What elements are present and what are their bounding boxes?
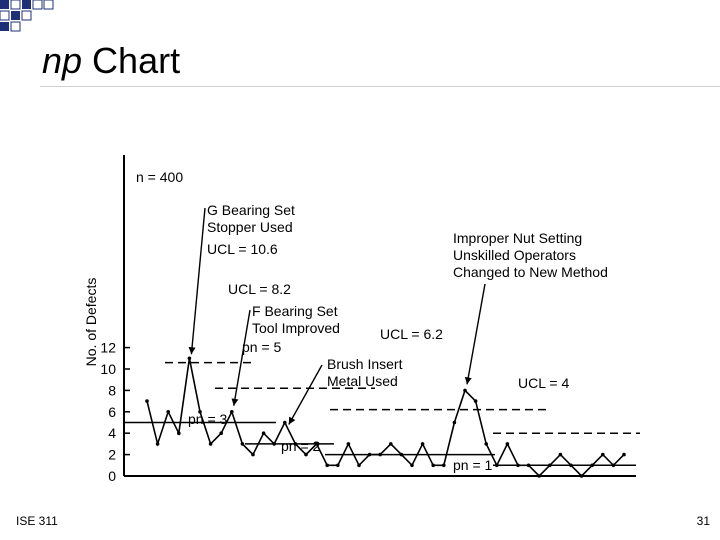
data-point	[569, 463, 573, 468]
corner-decoration	[0, 0, 54, 32]
data-point	[357, 463, 361, 468]
slide-title-rest: Chart	[82, 40, 181, 81]
y-tick-label: 4	[108, 425, 116, 441]
slide-title: np Chart	[42, 40, 180, 82]
center-line-label: pn = 3	[188, 411, 228, 427]
annotation-text: Brush Insert	[327, 356, 403, 372]
data-point	[389, 442, 393, 446]
annotation-arrow	[190, 207, 206, 355]
title-divider	[40, 86, 720, 87]
data-point	[399, 452, 404, 457]
data-point	[198, 410, 202, 414]
data-point	[272, 442, 277, 446]
defects-line	[146, 358, 625, 478]
y-axis-title: No. of Defects	[83, 278, 99, 367]
footer-course: ISE 311	[16, 514, 58, 528]
data-point	[611, 463, 616, 468]
ucl-label: UCL = 4	[518, 375, 569, 391]
annotation-text: Tool Improved	[252, 320, 340, 336]
y-tick-label: 6	[108, 404, 116, 420]
annotation-text: F Bearing Set	[252, 303, 338, 319]
data-point	[537, 474, 541, 478]
data-point	[558, 452, 563, 457]
data-point	[463, 388, 467, 393]
data-point	[378, 452, 383, 457]
annotation-text: Changed to New Method	[453, 264, 608, 280]
data-point	[622, 452, 626, 457]
data-point	[590, 463, 594, 468]
data-point	[431, 463, 436, 468]
data-point	[346, 442, 351, 446]
y-tick-label: 0	[108, 468, 116, 484]
y-tick-label: 2	[108, 447, 116, 463]
annotation-text: G Bearing Set	[207, 202, 295, 218]
data-point	[516, 463, 520, 468]
ucl-label: UCL = 8.2	[228, 281, 291, 297]
data-point	[473, 399, 478, 403]
ucl-label: UCL = 10.6	[207, 241, 278, 257]
data-point	[261, 431, 266, 436]
data-point	[155, 442, 160, 446]
data-point	[420, 442, 425, 446]
data-point	[314, 442, 319, 446]
center-line-label: pn = 1	[453, 457, 493, 473]
annotation-arrow	[288, 364, 323, 425]
data-point	[442, 463, 446, 468]
data-point	[548, 463, 552, 468]
annotation-arrow	[233, 309, 251, 406]
data-point	[484, 442, 489, 446]
data-point	[579, 474, 584, 478]
slide-title-italic: np	[42, 40, 83, 81]
data-point	[251, 452, 255, 457]
ucl-label: UCL = 6.2	[380, 326, 443, 342]
data-point	[145, 399, 149, 403]
data-point	[505, 442, 510, 446]
annotation-arrowhead	[188, 347, 196, 355]
y-tick-label: 12	[100, 340, 116, 356]
data-point	[240, 442, 245, 446]
data-point	[367, 452, 372, 457]
annotation-text: Improper Nut Setting	[453, 230, 582, 246]
annotation-text: Stopper Used	[207, 219, 293, 235]
data-point	[230, 410, 234, 414]
annotation-arrowhead	[464, 376, 472, 385]
data-point	[452, 420, 457, 425]
data-point	[304, 452, 308, 457]
data-point	[601, 452, 605, 457]
data-point	[526, 463, 531, 468]
sample-size-label: n = 400	[136, 169, 183, 185]
data-point	[187, 356, 192, 361]
annotation-arrowhead	[288, 416, 296, 425]
data-point	[410, 463, 414, 468]
annotation-text: Unskilled Operators	[453, 247, 576, 263]
center-line-label: pn = 5	[242, 339, 282, 355]
y-tick-label: 10	[100, 361, 116, 377]
annotation-text: Metal Used	[327, 373, 398, 389]
control-limits: UCL = 10.6 UCL = 8.2 UCL = 6.2 UCL = 4 pn = …	[124, 241, 640, 473]
data-point	[283, 420, 287, 425]
data-point	[495, 463, 499, 468]
annotation-arrow	[466, 283, 486, 385]
data-point	[177, 431, 181, 436]
annotation-arrowhead	[231, 398, 239, 406]
data-point	[325, 463, 330, 468]
data-point	[336, 463, 340, 468]
data-point	[293, 442, 298, 446]
data-point	[219, 431, 223, 436]
defects-series	[145, 356, 626, 478]
data-point	[208, 442, 213, 446]
data-point	[166, 410, 170, 414]
y-tick-label: 8	[108, 382, 116, 398]
page-number: 31	[696, 514, 710, 528]
